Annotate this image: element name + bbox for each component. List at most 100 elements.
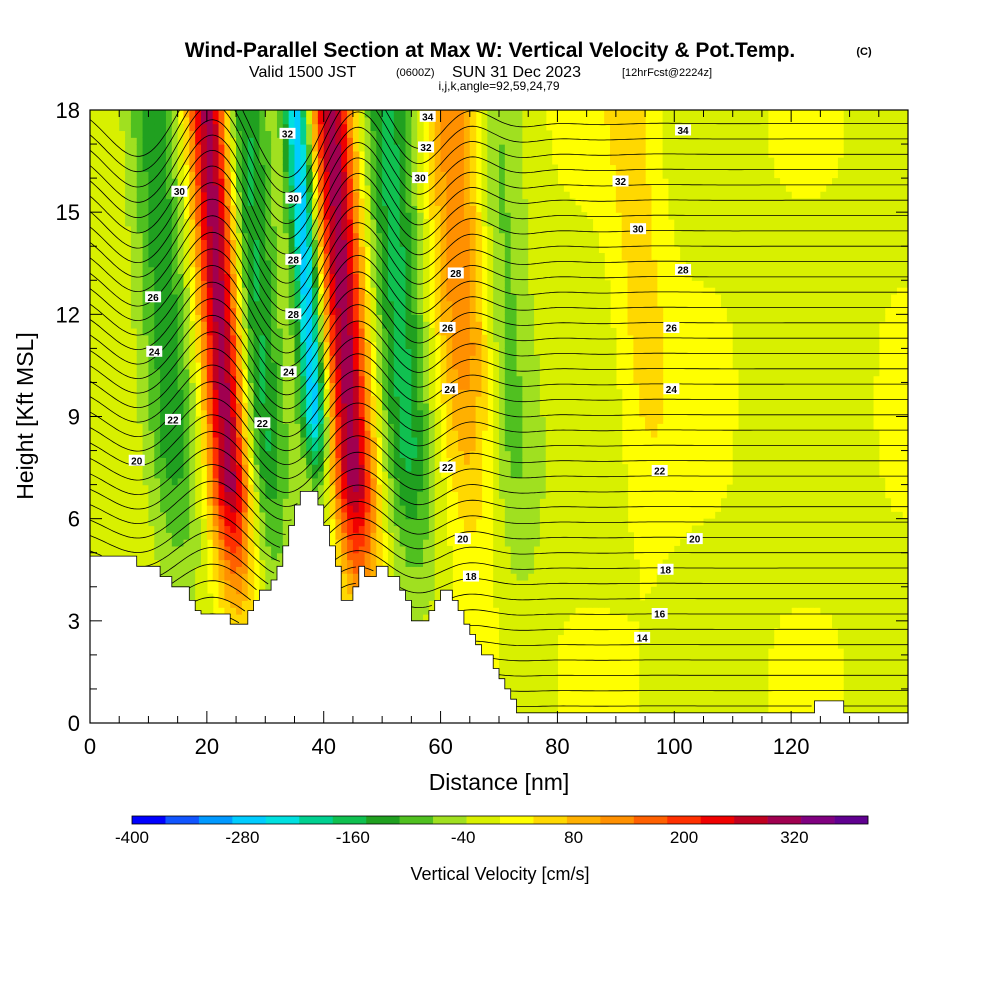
field-cell	[206, 280, 214, 288]
field-cell	[148, 307, 155, 315]
field-cell	[259, 205, 266, 213]
field-cell	[370, 443, 377, 452]
field-cell	[259, 157, 266, 166]
field-cell	[288, 246, 296, 254]
field-cell	[417, 484, 424, 493]
field-cell	[142, 171, 150, 179]
field-cell	[160, 116, 167, 125]
field-cell	[241, 150, 249, 159]
field-cell	[154, 157, 161, 166]
field-cell	[230, 314, 237, 322]
field-cell	[452, 218, 459, 227]
field-cell	[201, 525, 208, 533]
field-cell	[487, 341, 494, 349]
field-cell	[125, 259, 132, 268]
field-cell	[189, 470, 196, 479]
field-cell	[504, 321, 512, 329]
field-cell	[271, 423, 278, 431]
field-cell	[382, 327, 389, 336]
field-cell	[393, 396, 401, 404]
field-cell	[125, 525, 132, 533]
field-cell	[119, 280, 126, 288]
field-cell	[452, 300, 459, 309]
field-cell	[469, 314, 477, 322]
field-cell	[224, 416, 231, 424]
field-cell	[323, 409, 331, 418]
field-cell	[399, 246, 407, 254]
field-cell	[463, 178, 471, 186]
field-cell	[247, 191, 255, 200]
field-cell	[101, 205, 109, 213]
field-cell	[165, 116, 173, 125]
field-cell	[317, 184, 325, 193]
field-cell	[241, 239, 249, 247]
field-cell	[136, 362, 144, 370]
field-cell	[341, 218, 348, 227]
field-cell	[405, 266, 412, 275]
field-cell	[183, 287, 190, 295]
field-cell	[411, 600, 418, 608]
field-cell	[265, 300, 272, 309]
field-cell	[358, 212, 366, 220]
field-cell	[382, 505, 389, 513]
field-cell	[271, 573, 278, 581]
field-cell	[440, 484, 448, 493]
field-cell	[125, 150, 132, 159]
field-cell	[499, 579, 506, 588]
field-cell	[423, 253, 430, 261]
field-cell	[364, 552, 372, 561]
field-cell	[282, 423, 290, 431]
field-cell	[335, 348, 342, 356]
field-cell	[282, 273, 290, 281]
field-cell	[212, 253, 220, 261]
field-cell	[247, 144, 255, 152]
field-cell	[90, 218, 97, 227]
field-cell	[434, 273, 442, 281]
field-cell	[154, 375, 161, 384]
field-cell	[434, 525, 442, 533]
field-cell	[247, 218, 255, 227]
field-cell	[393, 225, 401, 234]
field-cell	[417, 259, 424, 268]
field-cell	[206, 191, 214, 200]
field-cell	[528, 600, 535, 608]
field-cell	[329, 191, 336, 200]
field-cell	[218, 545, 225, 554]
field-cell	[119, 184, 126, 193]
field-cell	[352, 321, 360, 329]
field-cell	[487, 259, 494, 268]
field-cell	[107, 341, 114, 349]
field-cell	[271, 110, 278, 118]
field-cell	[212, 191, 220, 200]
field-cell	[405, 178, 412, 186]
field-cell	[183, 559, 190, 567]
field-cell	[469, 253, 477, 261]
field-cell	[411, 341, 418, 349]
field-cell	[510, 443, 518, 452]
field-cell	[329, 225, 336, 234]
field-cell	[446, 545, 453, 554]
field-cell	[142, 130, 150, 138]
field-cell	[101, 505, 109, 513]
field-cell	[504, 300, 512, 309]
field-cell	[475, 314, 483, 322]
field-cell	[493, 566, 500, 574]
field-cell	[154, 443, 161, 452]
field-cell	[288, 212, 296, 220]
field-cell	[428, 157, 436, 166]
field-cell	[212, 491, 220, 499]
field-cell	[212, 539, 220, 547]
field-cell	[119, 307, 126, 315]
field-cell	[341, 368, 348, 377]
field-cell	[364, 409, 372, 418]
field-cell	[142, 191, 150, 200]
field-cell	[253, 518, 261, 527]
field-cell	[236, 552, 243, 561]
field-cell	[125, 423, 132, 431]
field-cell	[107, 450, 114, 458]
field-cell	[294, 280, 301, 288]
field-cell	[393, 253, 401, 261]
field-cell	[428, 470, 436, 479]
field-cell	[224, 566, 231, 574]
field-cell	[352, 511, 360, 520]
